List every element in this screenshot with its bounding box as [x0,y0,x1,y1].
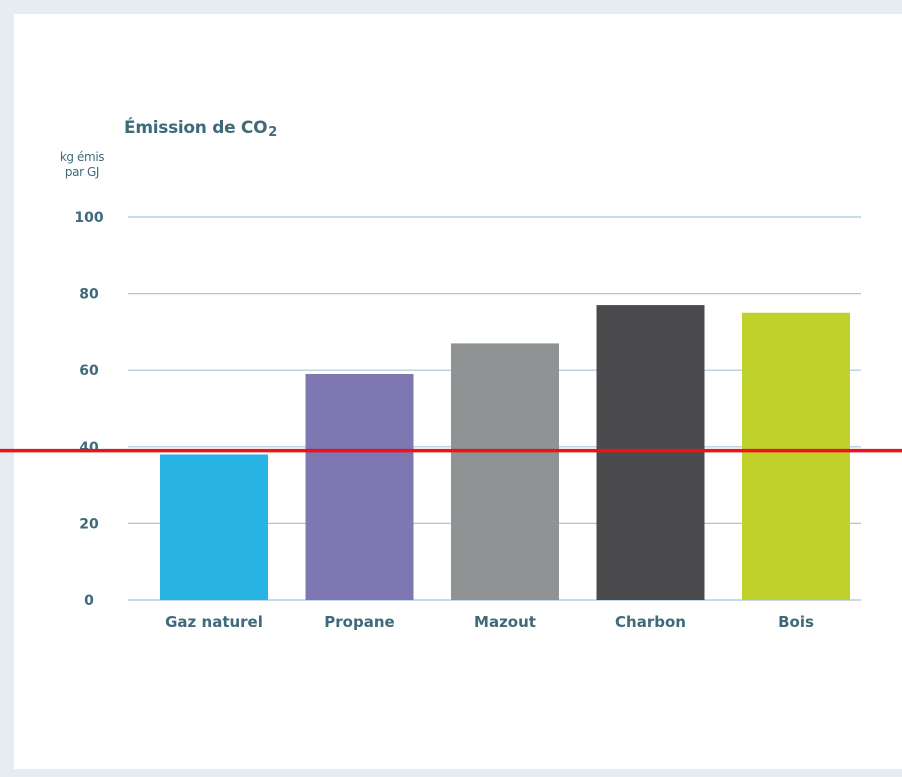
bar-mazout [451,343,559,600]
y-tick-labels: 0 20 40 60 80 100 [74,210,103,609]
bar-charbon [596,305,705,600]
category-label-bois: Bois [778,613,814,631]
y-axis-unit-line-2: par GJ [64,165,100,179]
y-tick-label-60: 60 [79,363,99,379]
category-label-charbon: Charbon [615,613,686,631]
bar-propane [305,374,414,600]
category-label-gaz-naturel: Gaz naturel [165,613,263,631]
title-subscript: 2 [268,125,278,140]
category-label-propane: Propane [324,613,394,631]
y-tick-label-100: 100 [74,210,103,226]
y-tick-label-20: 20 [79,516,99,532]
y-axis-unit-line-1: kg émis [59,150,105,164]
bar-gaz-naturel [160,454,268,600]
bar-bois [742,312,850,600]
y-tick-label-40: 40 [79,440,99,456]
category-label-mazout: Mazout [474,613,536,631]
bars [160,305,850,600]
category-labels: Gaz naturel Propane Mazout Charbon Bois [165,613,814,631]
y-tick-label-80: 80 [79,287,99,303]
y-tick-label-0: 0 [84,593,94,609]
y-axis-unit-label: kg émis par GJ [42,150,122,180]
chart-title: Émission de CO2 [124,118,278,140]
